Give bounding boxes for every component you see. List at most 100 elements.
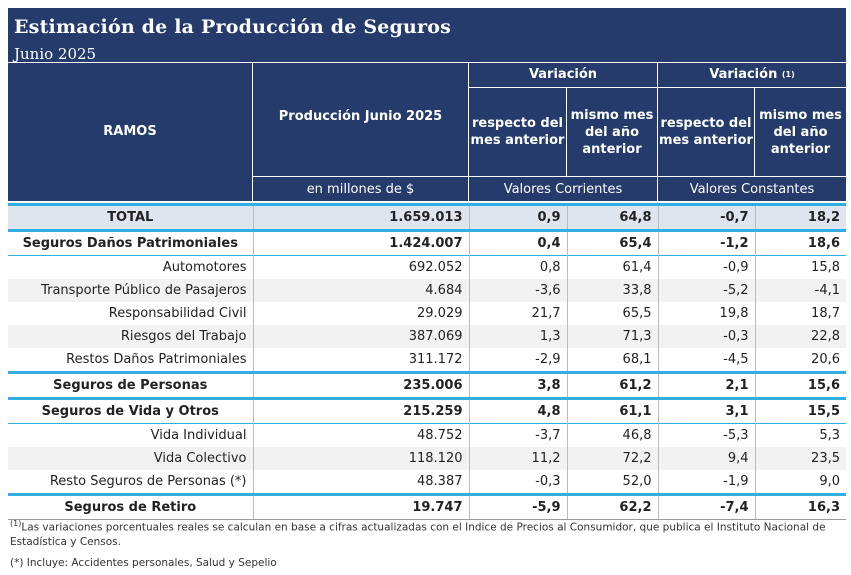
table-row: Responsabilidad Civil 29.029 21,7 65,5 1…	[8, 302, 846, 325]
var-corriente-mes: -3,7	[468, 423, 567, 447]
header-unidad: en millones de $	[306, 181, 415, 197]
var-constante-anio: -4,1	[754, 279, 846, 302]
var-constante-anio: 22,8	[754, 325, 846, 348]
header-divider	[8, 62, 846, 63]
ramo-name: Riesgos del Trabajo	[8, 325, 253, 348]
var-constante-anio: 15,6	[754, 371, 846, 399]
ramo-name: Vida Individual	[8, 423, 253, 447]
var-constante-mes: -1,2	[657, 229, 755, 256]
var-constante-anio: 20,6	[754, 348, 846, 373]
ramo-name: Vida Colectivo	[8, 447, 253, 470]
header-valores-constantes: Valores Constantes	[689, 181, 815, 197]
produccion-value: 4.684	[252, 279, 469, 302]
var-corriente-anio: 72,2	[566, 447, 658, 470]
var-constante-mes: -0,7	[657, 203, 755, 231]
var-corriente-mes: 21,7	[468, 302, 567, 325]
var-constante-mes: 9,4	[657, 447, 755, 470]
var-corriente-mes: -3,6	[468, 279, 567, 302]
produccion-value: 311.172	[252, 348, 469, 373]
var-constante-mes: -0,3	[657, 325, 755, 348]
ramo-name: Responsabilidad Civil	[108, 306, 247, 321]
ramo-name: Seguros de Retiro	[8, 493, 253, 520]
ramo-name: TOTAL	[8, 203, 253, 231]
header-divider	[252, 176, 846, 177]
var-constante-mes: 3,1	[657, 397, 755, 424]
header-divider	[468, 62, 469, 201]
footnote-2: (*) Incluye: Accidentes personales, Salu…	[10, 557, 277, 569]
ramo-name: Restos Daños Patrimoniales	[66, 352, 247, 367]
ramo-name: Seguros Daños Patrimoniales	[8, 229, 253, 256]
var-constante-mes: -4,5	[657, 348, 755, 373]
header-divider	[754, 87, 755, 177]
var-constante-mes: -5,2	[657, 279, 755, 302]
ramo-name: Resto Seguros de Personas (*)	[49, 474, 247, 489]
production-table: TOTAL 1.659.013 0,9 64,8 -0,7 18,2 Segur…	[8, 203, 846, 520]
var-corriente-anio: 33,8	[566, 279, 658, 302]
footnote-1: (1)Las variaciones porcentuales reales s…	[10, 519, 826, 548]
var-corriente-anio: 65,5	[566, 302, 658, 325]
var-constante-anio: 15,8	[754, 255, 846, 279]
page-title: Estimación de la Producción de Seguros	[14, 16, 452, 38]
var-constante-mes: -1,9	[657, 470, 755, 495]
var-constante-anio: 18,6	[754, 229, 846, 256]
ramo-name: Seguros de Personas	[8, 371, 253, 399]
header-mismo-mes-constantes: mismo mes del año anterior	[759, 107, 842, 157]
page-subtitle: Junio 2025	[14, 45, 97, 63]
produccion-value: 118.120	[252, 447, 469, 470]
var-corriente-mes: 0,4	[468, 229, 567, 256]
table-header: Estimación de la Producción de Seguros J…	[8, 8, 846, 201]
produccion-value: 1.659.013	[252, 203, 469, 231]
table-row: Seguros de Vida y Otros 215.259 4,8 61,1…	[8, 397, 846, 424]
produccion-value: 29.029	[252, 302, 469, 325]
var-corriente-anio: 65,4	[566, 229, 658, 256]
var-constante-anio: 18,7	[754, 302, 846, 325]
header-variacion-constantes: Variación (1)	[709, 67, 795, 82]
ramo-name: Automotores	[8, 255, 253, 279]
var-corriente-mes: 0,8	[468, 255, 567, 279]
var-constante-anio: 15,5	[754, 397, 846, 424]
table-row: Vida Individual 48.752 -3,7 46,8 -5,3 5,…	[8, 423, 846, 447]
var-corriente-anio: 52,0	[566, 470, 658, 495]
produccion-value: 48.387	[252, 470, 469, 495]
produccion-value: 215.259	[252, 397, 469, 424]
var-constante-mes: 19,8	[657, 302, 755, 325]
table-row: Seguros de Personas 235.006 3,8 61,2 2,1…	[8, 371, 846, 399]
header-mismo-mes: mismo mes del año anterior	[570, 107, 654, 157]
var-corriente-mes: 11,2	[468, 447, 567, 470]
table-row: Vida Colectivo 118.120 11,2 72,2 9,4 23,…	[8, 447, 846, 470]
var-corriente-anio: 62,2	[566, 493, 658, 520]
var-corriente-mes: 3,8	[468, 371, 567, 399]
var-constante-anio: 23,5	[754, 447, 846, 470]
table-row: Seguros Daños Patrimoniales 1.424.007 0,…	[8, 229, 846, 256]
var-corriente-mes: 0,9	[468, 203, 567, 231]
produccion-value: 235.006	[252, 371, 469, 399]
header-variacion-corrientes: Variación	[528, 67, 598, 82]
var-constante-anio: 18,2	[754, 203, 846, 231]
var-corriente-mes: -0,3	[468, 470, 567, 495]
ramo-name: Seguros de Vida y Otros	[8, 397, 253, 424]
var-constante-anio: 5,3	[754, 423, 846, 447]
var-corriente-anio: 71,3	[566, 325, 658, 348]
var-constante-mes: -5,3	[657, 423, 755, 447]
header-divider	[566, 87, 567, 177]
table-row: Riesgos del Trabajo 387.069 1,3 71,3 -0,…	[8, 325, 846, 348]
produccion-value: 19.747	[252, 493, 469, 520]
table-row: Seguros de Retiro 19.747 -5,9 62,2 -7,4 …	[8, 493, 846, 520]
header-ramos: RAMOS	[103, 124, 157, 139]
var-corriente-mes: -2,9	[468, 348, 567, 373]
table-row: Automotores 692.052 0,8 61,4 -0,9 15,8	[8, 255, 846, 279]
var-corriente-mes: 4,8	[468, 397, 567, 424]
table-row: Restos Daños Patrimoniales 311.172 -2,9 …	[8, 348, 846, 373]
var-corriente-mes: 1,3	[468, 325, 567, 348]
var-corriente-anio: 61,4	[566, 255, 658, 279]
var-corriente-anio: 46,8	[566, 423, 658, 447]
var-constante-mes: -0,9	[657, 255, 755, 279]
var-corriente-anio: 61,2	[566, 371, 658, 399]
header-divider	[468, 87, 846, 88]
table-row: Transporte Público de Pasajeros 4.684 -3…	[8, 279, 846, 302]
table-row: Resto Seguros de Personas (*) 48.387 -0,…	[8, 470, 846, 495]
header-divider	[252, 62, 253, 201]
header-respecto-mes-constantes: respecto del mes anterior	[659, 116, 753, 148]
var-corriente-anio: 68,1	[566, 348, 658, 373]
var-constante-anio: 9,0	[754, 470, 846, 495]
